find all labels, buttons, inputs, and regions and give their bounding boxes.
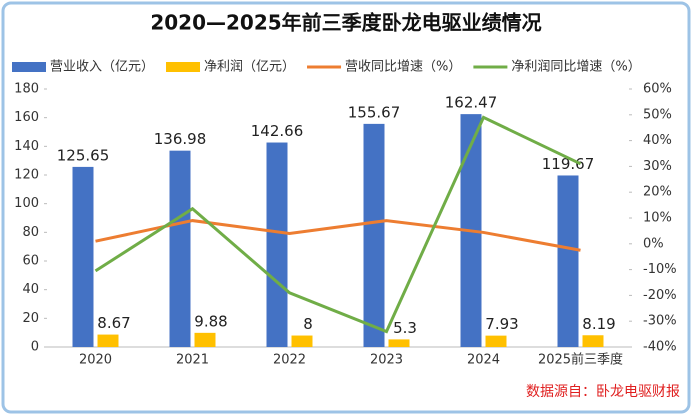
y2-tick-label: -30% — [643, 314, 677, 329]
y2-tick-label: 30% — [643, 159, 672, 174]
line — [95, 219, 581, 252]
chart-title: 2020—2025年前三季度卧龙电驱业绩情况 — [150, 11, 541, 35]
data-label: 142.66 — [251, 122, 304, 140]
bar — [582, 335, 604, 347]
x-tick-label: 2024 — [467, 353, 500, 368]
y2-tick-label: -40% — [643, 340, 677, 355]
bar — [388, 339, 410, 347]
y2-tick-label: 10% — [643, 211, 672, 226]
bar — [266, 142, 288, 347]
data-label: 8.19 — [582, 315, 615, 333]
legend-label: 营业收入（亿元） — [50, 60, 154, 75]
x-tick-label: 2023 — [370, 353, 403, 368]
x-tick-label: 2021 — [176, 353, 209, 368]
legend-label: 净利润同比增速（%） — [511, 60, 640, 75]
line — [94, 115, 582, 334]
y-tick-label: 120 — [14, 168, 39, 183]
data-label: 155.67 — [348, 103, 401, 121]
bar — [291, 335, 313, 347]
y2-tick-label: 50% — [643, 107, 672, 122]
bar — [485, 335, 507, 347]
data-label: 8.67 — [97, 314, 130, 332]
x-tick-label: 2022 — [273, 353, 306, 368]
y-tick-label: 60 — [22, 254, 39, 269]
y2-tick-label: -20% — [643, 288, 677, 303]
legend-label: 净利润（亿元） — [204, 60, 295, 75]
y-tick-label: 100 — [14, 196, 39, 211]
bar — [72, 166, 94, 347]
data-label: 125.65 — [57, 146, 110, 164]
bar — [363, 123, 385, 347]
y-tick-label: 40 — [22, 282, 39, 297]
y2-tick-label: -10% — [643, 262, 677, 277]
x-tick-label: 2020 — [79, 353, 112, 368]
data-label: 7.93 — [485, 315, 518, 333]
y2-tick-label: 40% — [643, 133, 672, 148]
bar — [194, 332, 216, 347]
data-label: 8 — [303, 315, 313, 333]
y-tick-label: 0 — [31, 340, 39, 355]
y-tick-label: 80 — [22, 225, 39, 240]
y-tick-label: 160 — [14, 110, 39, 125]
y-tick-label: 20 — [22, 311, 39, 326]
source-note: 数据源自：卧龙电驱财报 — [526, 384, 680, 400]
data-label: 162.47 — [445, 94, 498, 112]
bar — [557, 175, 579, 347]
x-tick-label: 2025前三季度 — [538, 352, 623, 368]
legend-swatch — [166, 62, 201, 72]
data-label: 5.3 — [393, 319, 417, 337]
legend-swatch — [12, 62, 46, 72]
data-label: 136.98 — [154, 130, 207, 148]
y2-tick-label: 20% — [643, 185, 672, 200]
data-label: 9.88 — [194, 312, 227, 330]
y-tick-label: 140 — [14, 139, 39, 154]
y2-tick-label: 0% — [643, 236, 664, 251]
data-label: 119.67 — [542, 155, 595, 173]
y-tick-label: 180 — [14, 82, 39, 97]
legend-label: 营收同比增速（%） — [345, 60, 461, 75]
bar — [97, 334, 119, 347]
bar — [169, 150, 191, 347]
y2-tick-label: 60% — [643, 82, 672, 97]
